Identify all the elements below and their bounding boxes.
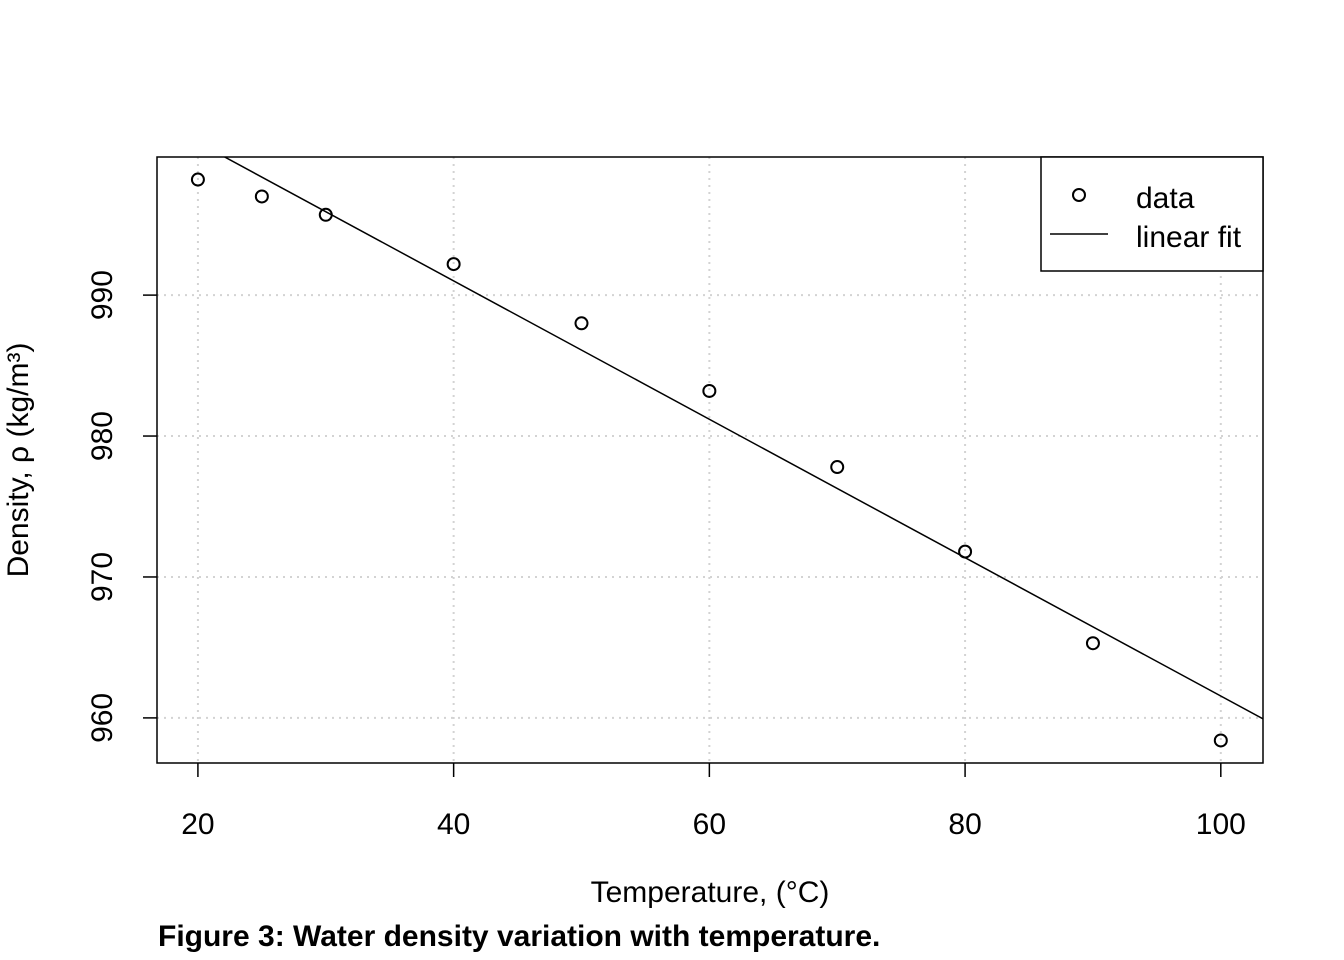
x-axis-label: Temperature, (°C) <box>591 876 830 909</box>
x-tick-label: 100 <box>1196 808 1246 841</box>
data-point <box>446 257 461 272</box>
data-point <box>254 189 269 204</box>
y-tick-label: 970 <box>86 552 119 602</box>
data-point <box>830 460 845 475</box>
data-point <box>702 383 717 398</box>
x-tick-label: 40 <box>437 808 470 841</box>
figure-caption: Figure 3: Water density variation with t… <box>158 920 881 953</box>
linear-fit-line <box>223 157 1263 720</box>
y-tick-label: 990 <box>86 270 119 320</box>
y-tick-label: 980 <box>86 411 119 461</box>
data-point <box>190 172 205 187</box>
x-tick-label: 80 <box>948 808 981 841</box>
legend-label-data: data <box>1136 182 1195 215</box>
y-tick-label: 960 <box>86 693 119 743</box>
x-tick-label: 20 <box>181 808 214 841</box>
data-point <box>574 316 589 331</box>
legend-point-icon <box>1072 188 1086 202</box>
data-point <box>958 544 973 559</box>
y-axis-label: Density, ρ (kg/m³) <box>2 343 35 578</box>
x-tick-label: 60 <box>693 808 726 841</box>
data-point <box>1213 733 1228 748</box>
legend-label-fit: linear fit <box>1136 221 1242 254</box>
legend-box <box>1040 156 1264 272</box>
data-point <box>318 207 333 222</box>
data-point <box>1085 636 1100 651</box>
